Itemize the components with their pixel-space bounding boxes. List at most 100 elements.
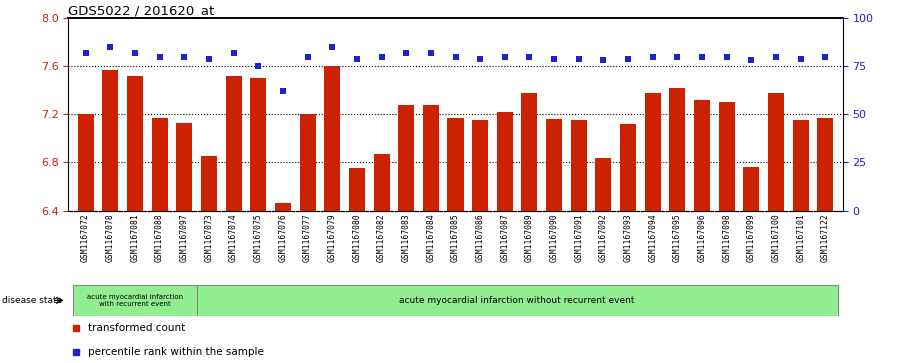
Point [720,54,734,60]
Bar [423,105,439,211]
Point [497,54,512,60]
Text: GSM1167079: GSM1167079 [328,213,337,261]
Text: GSM1167086: GSM1167086 [476,213,485,261]
Text: GSM1167076: GSM1167076 [279,213,287,261]
Text: GSM1167096: GSM1167096 [698,213,707,261]
Text: disease state: disease state [2,296,62,305]
Bar [374,154,390,211]
Point [374,54,389,60]
Bar [670,88,685,211]
Point [399,50,414,56]
Bar [176,123,192,211]
Point [596,58,610,64]
Text: GSM1167081: GSM1167081 [130,213,139,261]
Bar [447,118,464,211]
Point [522,54,537,60]
Bar [817,118,834,211]
Bar [73,285,197,316]
Point [177,54,191,60]
Bar [620,124,636,211]
Point [793,56,808,61]
Point [251,63,265,69]
Text: GDS5022 / 201620_at: GDS5022 / 201620_at [68,4,215,17]
Point [646,54,660,60]
Point [301,54,315,60]
Point [695,54,710,60]
Point [769,54,783,60]
Bar [472,121,488,211]
Text: GSM1167092: GSM1167092 [599,213,608,261]
Text: GSM1167091: GSM1167091 [574,213,583,261]
Point [818,54,833,60]
Text: acute myocardial infarction without recurrent event: acute myocardial infarction without recu… [399,296,635,305]
Point [571,56,586,61]
Text: GSM1167090: GSM1167090 [549,213,558,261]
Bar [77,114,94,211]
Bar [324,66,340,211]
Bar [768,93,784,211]
Point [473,56,487,61]
Text: GSM1167093: GSM1167093 [624,213,632,261]
Text: GSM1167078: GSM1167078 [106,213,115,261]
Bar [300,114,315,211]
Bar [496,112,513,211]
Point [744,58,759,64]
Bar [596,158,611,211]
Bar [127,76,143,211]
Point [350,56,364,61]
Text: GSM1167084: GSM1167084 [426,213,435,261]
Bar [349,168,365,211]
Text: acute myocardial infarction
with recurrent event: acute myocardial infarction with recurre… [87,294,183,307]
Text: GSM1167077: GSM1167077 [303,213,312,261]
Point [226,50,241,56]
Text: GSM1167073: GSM1167073 [204,213,213,261]
Text: GSM1167098: GSM1167098 [722,213,732,261]
Bar [521,93,537,211]
Bar [694,100,710,211]
Point [276,88,291,94]
Point [103,44,118,50]
Text: GSM1167100: GSM1167100 [772,213,781,261]
Bar [197,285,838,316]
Bar [201,156,217,211]
Text: GSM1167088: GSM1167088 [155,213,164,261]
Text: GSM1167094: GSM1167094 [649,213,658,261]
Text: GSM1167072: GSM1167072 [81,213,90,261]
Text: transformed count: transformed count [87,323,185,333]
Point [201,56,216,61]
Text: GSM1167080: GSM1167080 [353,213,362,261]
Text: GSM1167087: GSM1167087 [500,213,509,261]
Text: percentile rank within the sample: percentile rank within the sample [87,347,263,357]
Text: GSM1167097: GSM1167097 [179,213,189,261]
Text: GSM1167101: GSM1167101 [796,213,805,261]
Text: GSM1167074: GSM1167074 [229,213,238,261]
Point [78,50,93,56]
Text: GSM1167122: GSM1167122 [821,213,830,261]
Bar [571,121,587,211]
Bar [743,167,760,211]
Bar [275,203,291,211]
Point [448,54,463,60]
Bar [398,105,415,211]
Point [424,50,438,56]
Point [152,54,167,60]
Text: GSM1167082: GSM1167082 [377,213,386,261]
Point [547,56,561,61]
Text: GSM1167089: GSM1167089 [525,213,534,261]
Text: GSM1167083: GSM1167083 [402,213,411,261]
Bar [645,93,660,211]
Point [670,54,685,60]
Point [620,56,635,61]
Bar [151,118,168,211]
Bar [226,76,241,211]
Bar [251,78,266,211]
Text: GSM1167075: GSM1167075 [253,213,262,261]
Bar [546,119,562,211]
Point [325,44,340,50]
Bar [102,70,118,211]
Bar [793,121,809,211]
Text: GSM1167085: GSM1167085 [451,213,460,261]
Text: GSM1167099: GSM1167099 [747,213,756,261]
Point [128,50,142,56]
Text: GSM1167095: GSM1167095 [673,213,682,261]
